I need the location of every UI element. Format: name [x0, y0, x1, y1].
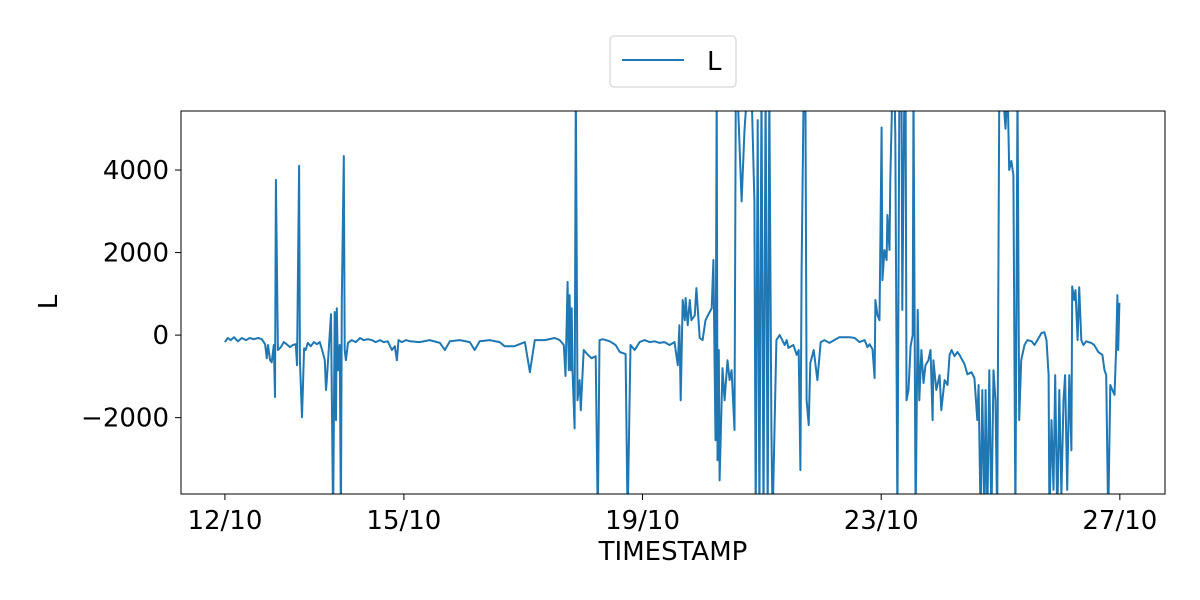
legend-label-L: L [707, 47, 722, 77]
x-tick-label: 15/10 [366, 506, 441, 536]
series-line-L [224, 111, 1121, 494]
y-tick-label: 4000 [103, 156, 169, 186]
legend-box [609, 35, 737, 88]
x-tick-label: 23/10 [844, 506, 919, 536]
y-tick-label: −2000 [81, 404, 169, 434]
x-axis-title: TIMESTAMP [598, 537, 748, 567]
x-tick-label: 27/10 [1082, 506, 1157, 536]
legend: L [609, 35, 737, 88]
x-tick-label: 12/10 [187, 506, 262, 536]
plot-frame [180, 110, 1166, 495]
y-tick-label: 0 [152, 321, 169, 351]
x-tick-label: 19/10 [605, 506, 680, 536]
y-tick-label: 2000 [103, 239, 169, 269]
y-axis-title: L [34, 294, 64, 309]
